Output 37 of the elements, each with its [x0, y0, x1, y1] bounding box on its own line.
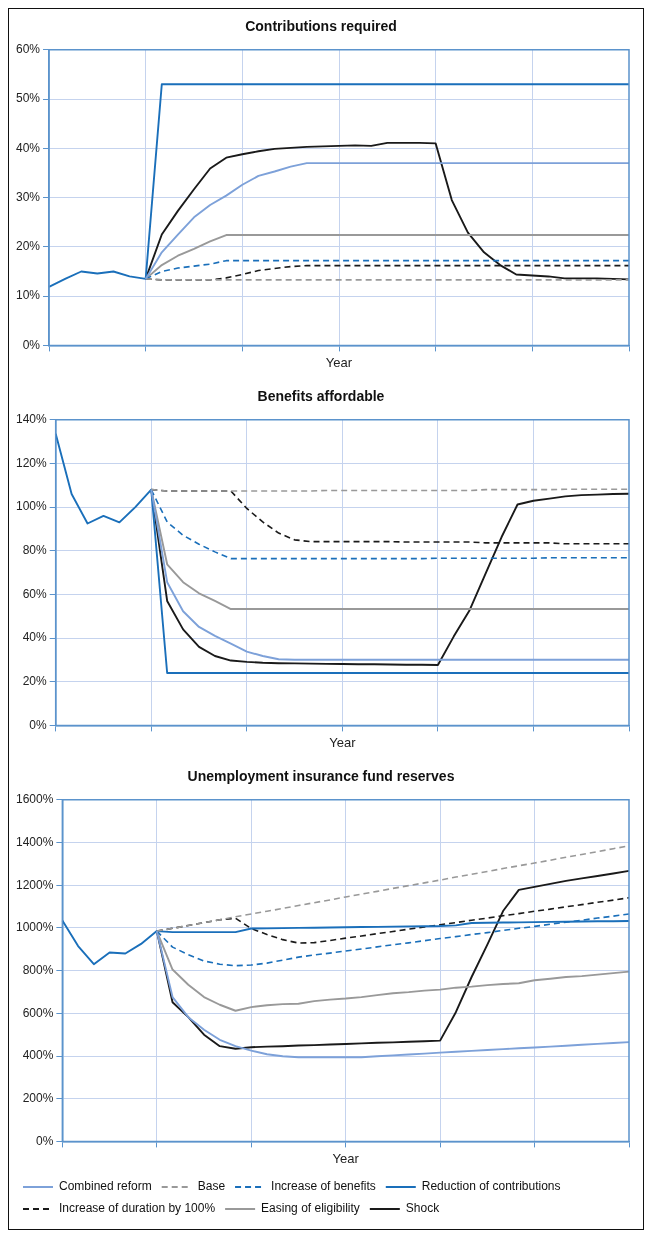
y-tick-label: 100% — [15, 499, 48, 514]
y-tick-label: 140% — [15, 412, 48, 427]
x-axis-title: Year — [332, 1150, 360, 1166]
y-tick-label: 1600% — [15, 792, 54, 807]
y-tick-label: 50% — [15, 91, 41, 106]
y-tick-label: 0% — [36, 1133, 54, 1148]
y-tick-label: 60% — [22, 586, 48, 601]
y-tick-label: 40% — [15, 140, 41, 155]
y-tick-label: 1400% — [15, 834, 54, 849]
x-axis-title: Year — [329, 734, 357, 750]
y-tick-label: 0% — [29, 717, 48, 732]
y-tick-label: 600% — [22, 1005, 54, 1020]
y-tick-label: 20% — [22, 674, 48, 689]
y-tick-label: 800% — [22, 962, 54, 977]
legend-label: Combined reform — [59, 1179, 152, 1194]
legend-label: Shock — [405, 1201, 441, 1216]
legend-label: Increase of duration by 100% — [59, 1201, 216, 1216]
y-tick-label: 20% — [15, 239, 41, 254]
y-tick-label: 400% — [22, 1048, 54, 1063]
y-tick-label: 40% — [22, 630, 48, 645]
y-tick-label: 200% — [22, 1091, 54, 1106]
chart-title: Unemployment insurance fund reserves — [187, 768, 455, 785]
chart-title: Contributions required — [245, 18, 397, 35]
x-axis-title: Year — [325, 354, 353, 370]
legend-label: Reduction of contributions — [421, 1179, 561, 1194]
y-tick-label: 1200% — [15, 877, 54, 892]
y-tick-label: 80% — [22, 543, 48, 558]
y-tick-label: 10% — [15, 288, 41, 303]
legend-label: Increase of benefits — [271, 1179, 376, 1194]
y-tick-label: 1000% — [15, 920, 54, 935]
y-tick-label: 120% — [15, 455, 48, 470]
legend-label: Easing of eligibility — [261, 1201, 360, 1216]
y-tick-label: 60% — [15, 42, 41, 57]
chart-title: Benefits affordable — [257, 388, 385, 405]
y-tick-label: 30% — [15, 189, 41, 204]
y-tick-label: 0% — [22, 337, 41, 352]
legend-label: Base — [197, 1179, 226, 1194]
